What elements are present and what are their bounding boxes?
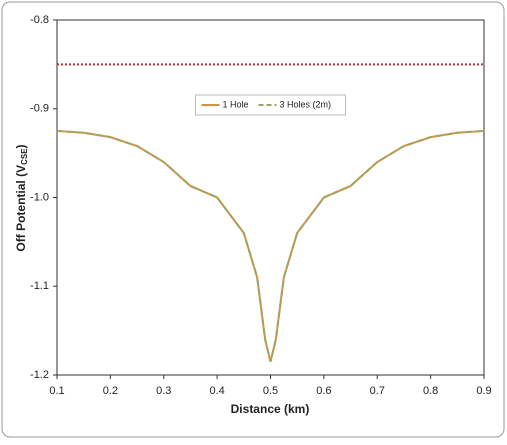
x-tick-label: 0.6 xyxy=(316,385,331,397)
legend-label: 1 Hole xyxy=(223,99,249,109)
y-tick-label: -0.9 xyxy=(30,103,49,115)
y-axis-title: Off Potential (VCSE) xyxy=(14,144,29,251)
x-tick-label: 0.8 xyxy=(423,385,438,397)
x-tick-label: 0.3 xyxy=(156,385,171,397)
legend-label: 3 Holes (2m) xyxy=(280,99,332,109)
x-tick-label: 0.4 xyxy=(209,385,224,397)
y-tick-label: -1.2 xyxy=(30,369,49,381)
x-tick-label: 0.1 xyxy=(49,385,64,397)
y-tick-label: -1.1 xyxy=(30,280,49,292)
y-axis-title-sub: CSE xyxy=(20,148,29,165)
y-tick-label: -1.0 xyxy=(30,191,49,203)
x-tick-label: 0.2 xyxy=(103,385,118,397)
x-tick-label: 0.7 xyxy=(370,385,385,397)
y-axis-title-end: ) xyxy=(14,144,28,148)
series-line xyxy=(56,129,485,362)
x-tick-label: 0.9 xyxy=(476,385,491,397)
x-tick-label: 0.5 xyxy=(263,385,278,397)
x-axis-title: Distance (km) xyxy=(231,402,310,416)
y-tick-label: -0.8 xyxy=(30,14,49,26)
chart-frame xyxy=(1,1,505,438)
y-axis-title-main: Off Potential (V xyxy=(14,165,28,252)
